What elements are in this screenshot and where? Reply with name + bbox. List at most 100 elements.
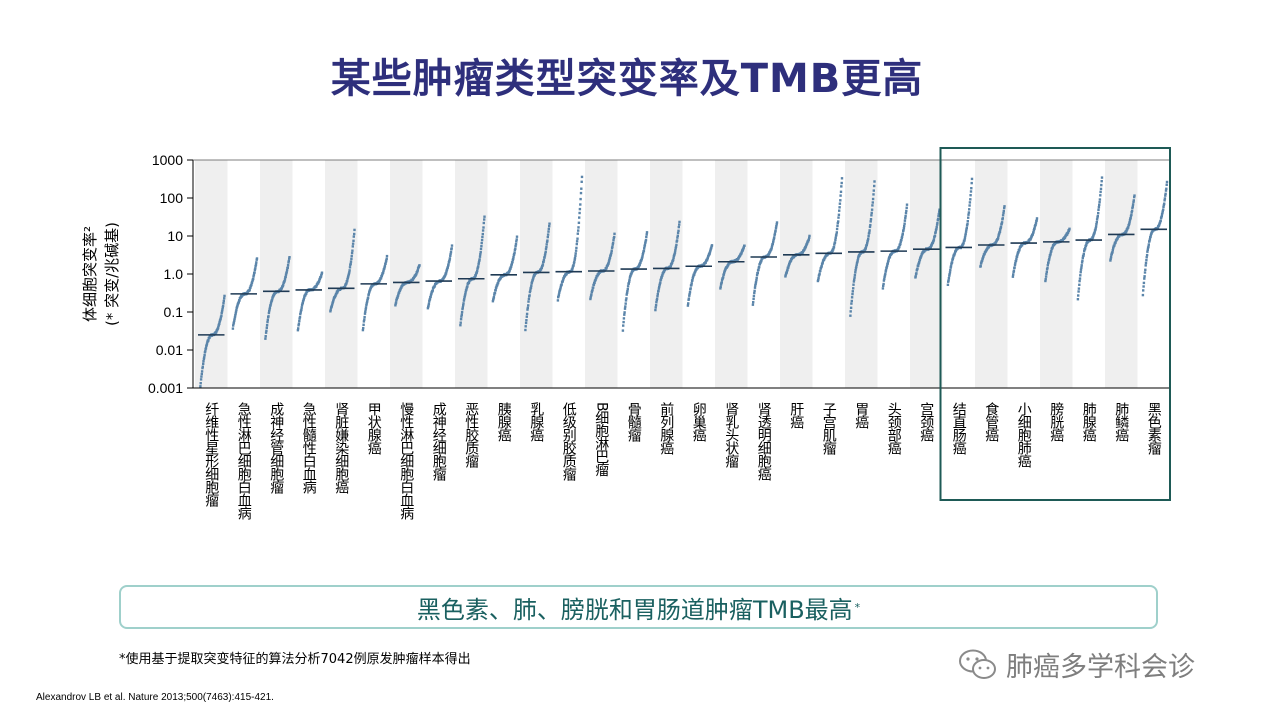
data-point [1165, 187, 1168, 190]
data-point [352, 235, 355, 238]
data-point [753, 286, 757, 289]
data-point [787, 265, 790, 268]
data-point [917, 264, 920, 268]
data-point [948, 273, 951, 276]
data-point [1014, 262, 1017, 265]
data-point [758, 265, 761, 269]
data-point [1078, 283, 1081, 286]
data-point [531, 277, 535, 280]
y-tick-label: 1000 [152, 152, 183, 168]
data-point [1094, 225, 1098, 228]
data-point [672, 258, 675, 262]
data-point [622, 317, 626, 320]
data-point [838, 209, 841, 212]
data-point [915, 272, 918, 275]
data-point [774, 226, 778, 230]
data-point [363, 315, 366, 319]
data-point [329, 310, 332, 313]
data-point [626, 287, 629, 291]
data-point [300, 308, 303, 311]
data-point [836, 221, 839, 225]
data-point [267, 311, 271, 315]
data-point [948, 274, 951, 277]
data-point [719, 287, 722, 290]
data-point [495, 286, 498, 289]
x-tick-label: 黑色素瘤 [1146, 402, 1162, 456]
y-tick-label: 1.0 [164, 266, 184, 282]
data-point [710, 246, 713, 249]
x-tick-label: 骨髓瘤 [626, 402, 642, 443]
data-point [579, 191, 583, 195]
data-point [689, 287, 692, 290]
data-point [264, 331, 268, 334]
category-band [715, 160, 748, 388]
data-point [349, 260, 353, 263]
data-point [1044, 275, 1048, 278]
data-point [817, 277, 820, 280]
x-tick-label: 恶性胶质瘤 [463, 402, 479, 469]
data-point [1100, 183, 1103, 187]
data-point [641, 255, 644, 258]
data-point [232, 321, 236, 324]
data-point [1003, 206, 1006, 210]
data-point [757, 268, 760, 271]
data-point [493, 291, 497, 295]
data-point [625, 293, 628, 296]
data-point [755, 276, 758, 280]
data-point [673, 252, 676, 256]
data-point [573, 257, 577, 260]
data-point [837, 216, 840, 219]
data-point [654, 308, 657, 312]
data-point [870, 208, 874, 211]
data-point [298, 315, 302, 319]
data-point [464, 291, 467, 294]
data-point [430, 292, 433, 295]
data-point [884, 272, 887, 276]
data-point [282, 283, 285, 287]
data-point [1080, 266, 1083, 269]
data-point [1149, 235, 1152, 238]
data-point [691, 275, 695, 279]
data-point [611, 245, 614, 248]
data-point [283, 279, 286, 283]
data-point [886, 262, 889, 265]
data-point [1050, 250, 1053, 253]
data-point [480, 238, 484, 242]
data-point [677, 225, 680, 229]
data-point [872, 189, 875, 192]
data-point [963, 239, 966, 243]
data-point [589, 296, 592, 299]
x-tick-label: 肺鳞癌 [1113, 402, 1129, 442]
data-point [833, 241, 837, 244]
data-point [285, 269, 289, 272]
data-point [1011, 275, 1015, 278]
data-point [687, 302, 690, 305]
data-point [557, 293, 561, 296]
data-point [934, 231, 937, 234]
data-point [609, 252, 613, 256]
data-point [708, 251, 712, 254]
data-point [474, 274, 477, 277]
data-point [624, 302, 627, 305]
data-point [1142, 281, 1146, 285]
data-point [854, 271, 857, 274]
data-point [929, 245, 932, 249]
data-point [704, 261, 707, 264]
data-point [849, 314, 852, 317]
data-point [1112, 247, 1115, 250]
data-point [970, 187, 973, 190]
data-point [366, 299, 369, 302]
data-point [936, 219, 939, 222]
data-point [514, 244, 517, 248]
data-point [394, 302, 397, 305]
data-point [965, 226, 968, 230]
data-point [655, 299, 658, 302]
data-point [560, 283, 563, 286]
data-point [950, 261, 954, 264]
data-point [608, 256, 612, 260]
data-point [385, 257, 388, 260]
data-point [754, 284, 757, 287]
data-point [839, 199, 842, 202]
x-tick-label: 食管癌 [983, 401, 999, 442]
data-point [365, 302, 368, 305]
